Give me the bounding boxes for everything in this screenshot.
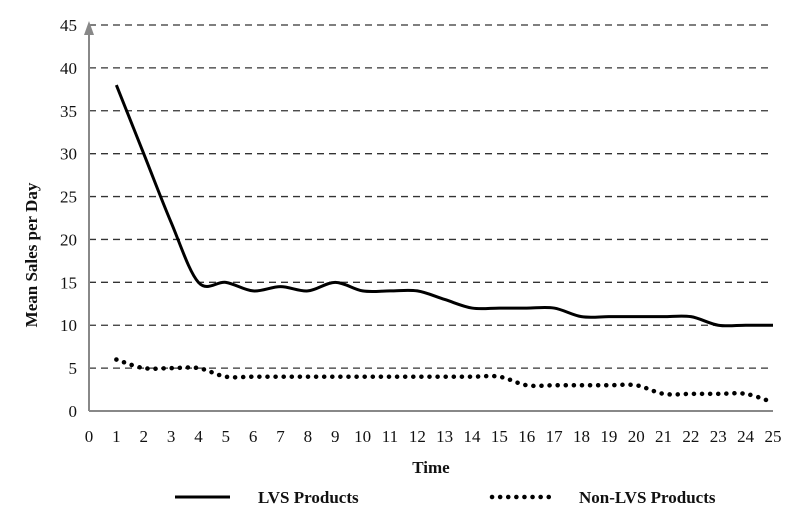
y-tick-label: 5 [69,359,78,378]
y-tick-label: 30 [60,145,77,164]
x-tick-label: 11 [382,427,398,446]
x-tick-label: 25 [765,427,782,446]
x-tick-label: 15 [491,427,508,446]
legend: LVS Products Non-LVS Products [175,488,716,507]
x-tick-label: 21 [655,427,672,446]
x-axis-ticks: 0 1 2 3 4 5 6 7 8 9 10 11 12 13 14 15 16 17 18 19 20 21 22 23 24… [85,427,782,446]
y-tick-label: 35 [60,102,77,121]
axes [84,21,773,412]
y-axis-ticks: 0 5 10 15 20 25 30 35 40 45 [60,16,77,421]
x-tick-label: 1 [112,427,121,446]
y-tick-label: 45 [60,16,77,35]
x-tick-label: 0 [85,427,94,446]
x-tick-label: 12 [409,427,426,446]
x-tick-label: 14 [464,427,482,446]
y-tick-label: 15 [60,273,77,292]
x-tick-label: 5 [222,427,231,446]
y-tick-label: 20 [60,230,77,249]
x-tick-label: 2 [139,427,148,446]
x-tick-label: 13 [436,427,453,446]
x-tick-label: 23 [710,427,727,446]
x-tick-label: 24 [737,427,755,446]
y-tick-label: 25 [60,188,77,207]
x-tick-label: 9 [331,427,340,446]
x-tick-label: 8 [304,427,313,446]
x-tick-label: 17 [546,427,564,446]
y-axis-title: Mean Sales per Day [22,182,41,327]
y-tick-label: 40 [60,59,77,78]
x-tick-label: 6 [249,427,258,446]
series-line-1 [114,357,776,405]
x-tick-label: 22 [682,427,699,446]
x-tick-label: 4 [194,427,203,446]
x-axis-title: Time [412,458,450,477]
legend-label-1: Non-LVS Products [579,488,716,507]
x-tick-label: 19 [600,427,617,446]
x-tick-label: 20 [628,427,645,446]
x-tick-label: 10 [354,427,371,446]
x-tick-label: 16 [518,427,535,446]
y-tick-label: 10 [60,316,77,335]
y-tick-label: 0 [69,402,78,421]
legend-label-0: LVS Products [258,488,359,507]
x-tick-label: 3 [167,427,176,446]
x-tick-label: 18 [573,427,590,446]
x-tick-label: 7 [276,427,285,446]
y-axis-arrow [84,21,94,35]
series-line-0 [114,84,773,328]
gridlines [89,24,773,369]
series-lines [114,84,776,405]
